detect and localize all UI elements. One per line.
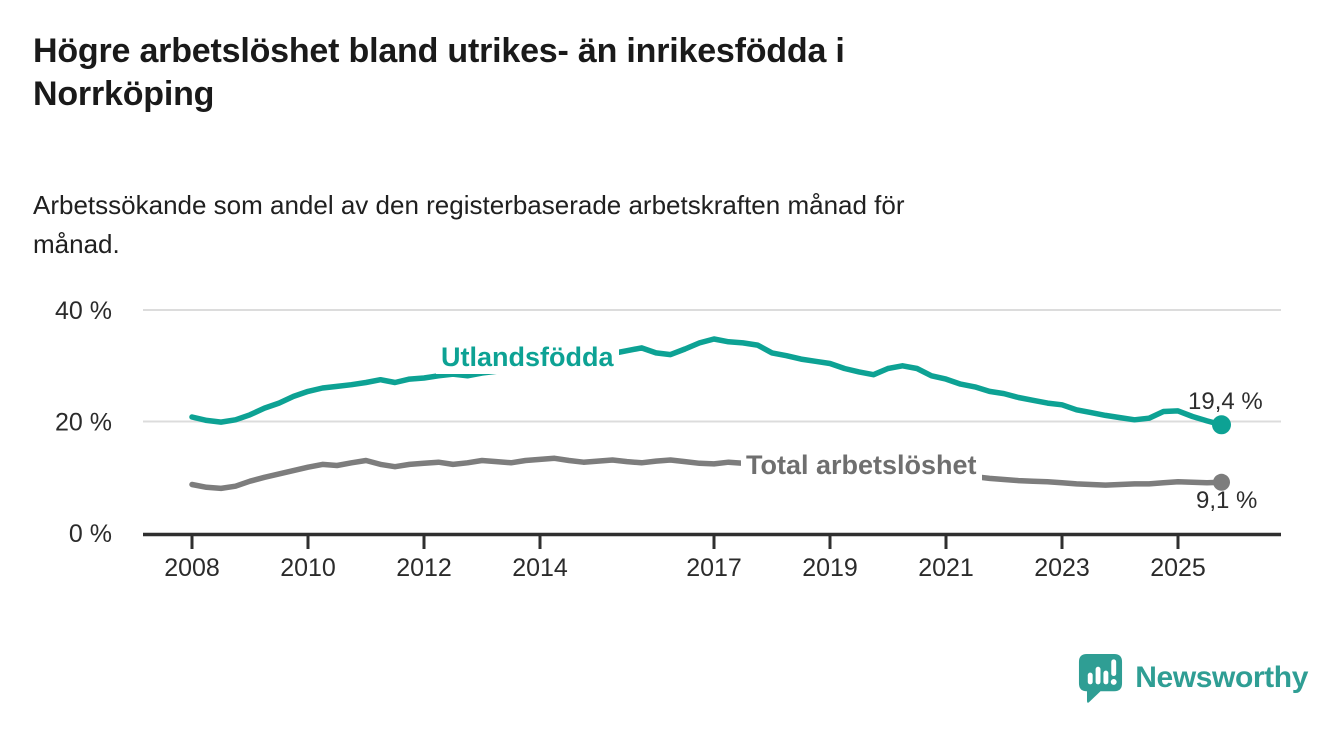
x-tick-label-2025: 2025	[1150, 554, 1206, 582]
series-line-0	[189, 336, 1225, 428]
series-label-utlandsfodda: Utlandsfödda	[436, 341, 619, 374]
x-tick-label-2012: 2012	[396, 554, 452, 582]
end-value-label-utlandsfodda: 19,4 %	[1188, 388, 1263, 415]
y-tick-label-0: 0 %	[69, 520, 112, 548]
bar-chart-speech-bubble-icon	[1079, 654, 1123, 703]
chart-subtitle: Arbetssökande som andel av den registerb…	[33, 186, 905, 264]
end-value-label-total: 9,1 %	[1196, 487, 1258, 514]
x-tick-label-2017: 2017	[686, 554, 742, 582]
page-title-line-2: Norrköping	[33, 75, 215, 113]
x-tick-label-2023: 2023	[1034, 554, 1090, 582]
newsworthy-wordmark: Newsworthy	[1135, 661, 1308, 694]
x-tick-label-2019: 2019	[802, 554, 858, 582]
x-tick-label-2021: 2021	[918, 554, 974, 582]
y-tick-label-40: 40 %	[55, 297, 112, 325]
y-tick-label-20: 20 %	[55, 409, 112, 437]
series-end-dot-1	[1213, 473, 1230, 491]
chart-subtitle-line-2: månad.	[33, 229, 120, 259]
page-title-line-1: Högre arbetslöshet bland utrikes- än inr…	[33, 32, 845, 70]
x-tick-label-2008: 2008	[164, 554, 220, 582]
x-tick-label-2014: 2014	[512, 554, 568, 582]
series-line-1	[189, 455, 1225, 492]
series-end-dot-0	[1212, 415, 1231, 435]
page-title: Högre arbetslöshet bland utrikes- än inr…	[33, 30, 845, 116]
newsworthy-logo: Newsworthy	[1077, 652, 1308, 704]
chart-subtitle-line-1: Arbetssökande som andel av den registerb…	[33, 190, 905, 220]
x-tick-label-2010: 2010	[280, 554, 336, 582]
series-label-total-arbetsloshet: Total arbetslöshet	[741, 449, 982, 482]
